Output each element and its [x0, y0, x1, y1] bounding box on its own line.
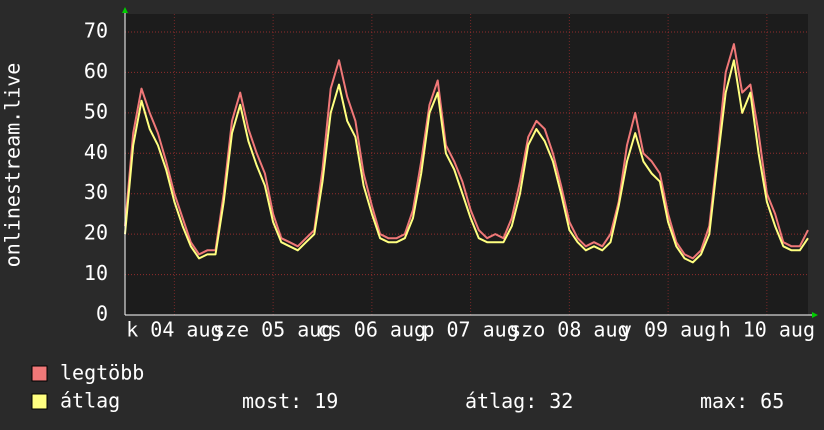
x-tick-label: szo 08 aug: [509, 318, 629, 342]
stat-value: 19: [314, 389, 338, 413]
x-tick-label: k 04 aug: [126, 318, 222, 342]
x-axis-arrow: [812, 312, 818, 318]
y-tick-label: 50: [84, 99, 108, 123]
legend-swatch: [31, 365, 48, 382]
plot-area: [125, 14, 808, 315]
legend-label: átlag: [60, 389, 120, 413]
series-line: [124, 59, 809, 264]
stat-value: 65: [760, 389, 784, 413]
y-tick-label: 40: [84, 140, 108, 164]
x-tick-label: p 07 aug: [422, 318, 518, 342]
y-axis-label: onlinestream.live: [1, 63, 25, 268]
y-tick-label: 20: [84, 221, 108, 245]
y-tick-label: 10: [84, 261, 108, 285]
x-tick-label: sze 05 aug: [213, 318, 333, 342]
stat-value: 32: [549, 389, 573, 413]
x-tick-label: h 10 aug: [719, 318, 815, 342]
stat-label: max:: [700, 389, 748, 413]
series-line: [124, 43, 809, 260]
x-tick-label: v 09 aug: [620, 318, 716, 342]
stat-label: átlag:: [465, 389, 537, 413]
plot: [124, 14, 809, 316]
y-tick-label: 60: [84, 59, 108, 83]
x-tick-label: cs 06 aug: [318, 318, 426, 342]
stat: max: 65: [700, 389, 784, 413]
legend-label: legtöbb: [60, 361, 144, 385]
stat-label: most:: [242, 389, 302, 413]
y-tick-label: 0: [96, 302, 108, 326]
stat: most: 19: [242, 389, 338, 413]
y-tick-label: 30: [84, 180, 108, 204]
y-tick-label: 70: [84, 19, 108, 43]
stat: átlag: 32: [465, 389, 573, 413]
y-axis-arrow: [122, 7, 128, 13]
legend-swatch: [31, 393, 48, 410]
